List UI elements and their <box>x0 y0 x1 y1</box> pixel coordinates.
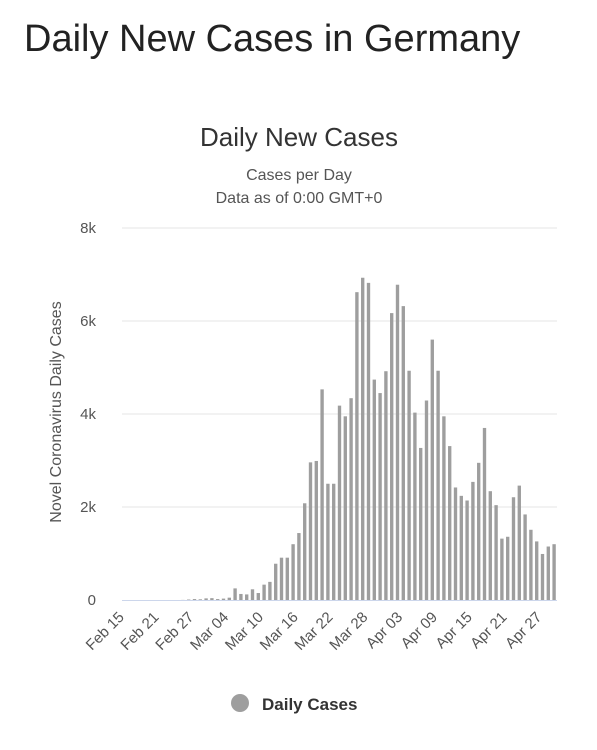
bar[interactable] <box>320 389 324 600</box>
chart-title: Daily New Cases <box>200 122 398 152</box>
y-tick-label: 4k <box>80 406 96 423</box>
x-tick-label: Mar 16 <box>257 609 302 654</box>
y-axis-ticks: 0 2k 4k 6k 8k <box>80 220 96 609</box>
legend-label-daily-cases[interactable]: Daily Cases <box>262 695 357 714</box>
bar[interactable] <box>221 598 226 600</box>
x-tick-label: Mar 28 <box>326 609 371 654</box>
y-tick-label: 8k <box>80 220 96 237</box>
bar[interactable] <box>233 588 237 601</box>
chart-subtitle-date: Data as of 0:00 GMT+0 <box>216 190 383 207</box>
bar[interactable] <box>204 598 208 600</box>
y-tick-label: 2k <box>80 499 96 516</box>
bar[interactable] <box>361 277 365 600</box>
bar[interactable] <box>343 416 347 600</box>
x-tick-label: Apr 09 <box>398 609 441 652</box>
bar[interactable] <box>419 447 423 600</box>
bar[interactable] <box>401 306 405 600</box>
bar[interactable] <box>552 544 556 600</box>
bar[interactable] <box>332 483 336 600</box>
bar[interactable] <box>453 487 458 600</box>
bar[interactable] <box>256 593 260 600</box>
bar[interactable] <box>279 557 284 600</box>
bar[interactable] <box>297 533 301 600</box>
chart-subtitle: Cases per Day <box>246 167 352 184</box>
x-tick-label: Feb 21 <box>117 609 162 654</box>
bar[interactable] <box>262 584 266 600</box>
bar[interactable] <box>210 598 214 600</box>
bar[interactable] <box>326 483 330 600</box>
bar[interactable] <box>268 581 272 600</box>
bar[interactable] <box>494 505 498 600</box>
bar[interactable] <box>448 446 452 600</box>
bar[interactable] <box>390 313 394 600</box>
bar[interactable] <box>471 481 475 600</box>
y-axis-label: Novel Coronavirus Daily Cases <box>48 301 65 522</box>
bar[interactable] <box>216 599 220 600</box>
x-tick-label: Mar 22 <box>291 609 336 654</box>
x-tick-label: Apr 03 <box>363 609 406 652</box>
bar[interactable] <box>424 400 429 600</box>
x-tick-label: Apr 21 <box>467 609 510 652</box>
bar[interactable] <box>250 589 255 600</box>
bar[interactable] <box>303 503 307 600</box>
x-tick-label: Mar 10 <box>222 609 267 654</box>
bar[interactable] <box>384 371 388 600</box>
legend[interactable]: Daily Cases <box>231 694 357 714</box>
bar[interactable] <box>308 462 313 600</box>
bar[interactable] <box>459 495 463 600</box>
legend-marker[interactable] <box>231 694 249 712</box>
x-tick-label: Feb 15 <box>83 609 128 654</box>
bar[interactable] <box>198 599 202 600</box>
bar[interactable] <box>366 282 371 600</box>
bar[interactable] <box>430 339 434 600</box>
bar[interactable] <box>378 393 382 600</box>
bar[interactable] <box>285 557 289 600</box>
bar[interactable] <box>529 529 533 600</box>
bar[interactable] <box>227 597 231 600</box>
bar[interactable] <box>482 427 487 600</box>
x-tick-label: Apr 27 <box>502 609 545 652</box>
bar[interactable] <box>546 546 550 600</box>
bar[interactable] <box>465 500 469 600</box>
bar[interactable] <box>337 405 342 600</box>
bar[interactable] <box>274 563 278 600</box>
x-tick-label: Apr 15 <box>432 609 475 652</box>
bar[interactable] <box>523 514 527 600</box>
bar[interactable] <box>500 538 504 600</box>
bar[interactable] <box>477 462 481 600</box>
y-tick-label: 6k <box>80 313 96 330</box>
bar[interactable] <box>540 553 545 600</box>
bar[interactable] <box>535 541 539 600</box>
bar[interactable] <box>488 491 492 600</box>
bar[interactable] <box>355 292 359 600</box>
bar[interactable] <box>517 485 521 600</box>
page-title: Daily New Cases in Germany <box>24 18 521 60</box>
bar[interactable] <box>395 284 400 600</box>
bars <box>181 277 556 601</box>
bar[interactable] <box>239 593 243 600</box>
bar[interactable] <box>372 379 376 600</box>
bar[interactable] <box>413 412 417 600</box>
x-tick-label: Mar 04 <box>187 609 232 654</box>
bar[interactable] <box>245 594 249 600</box>
bar[interactable] <box>291 544 295 600</box>
x-tick-label: Feb 27 <box>152 609 197 654</box>
bar[interactable] <box>192 599 197 600</box>
bar[interactable] <box>511 497 516 600</box>
y-tick-label: 0 <box>88 592 96 609</box>
bar[interactable] <box>436 370 440 600</box>
bar[interactable] <box>349 398 353 600</box>
bar[interactable] <box>506 536 510 600</box>
bar[interactable] <box>442 416 446 600</box>
bar[interactable] <box>314 460 318 600</box>
bar[interactable] <box>407 370 411 600</box>
